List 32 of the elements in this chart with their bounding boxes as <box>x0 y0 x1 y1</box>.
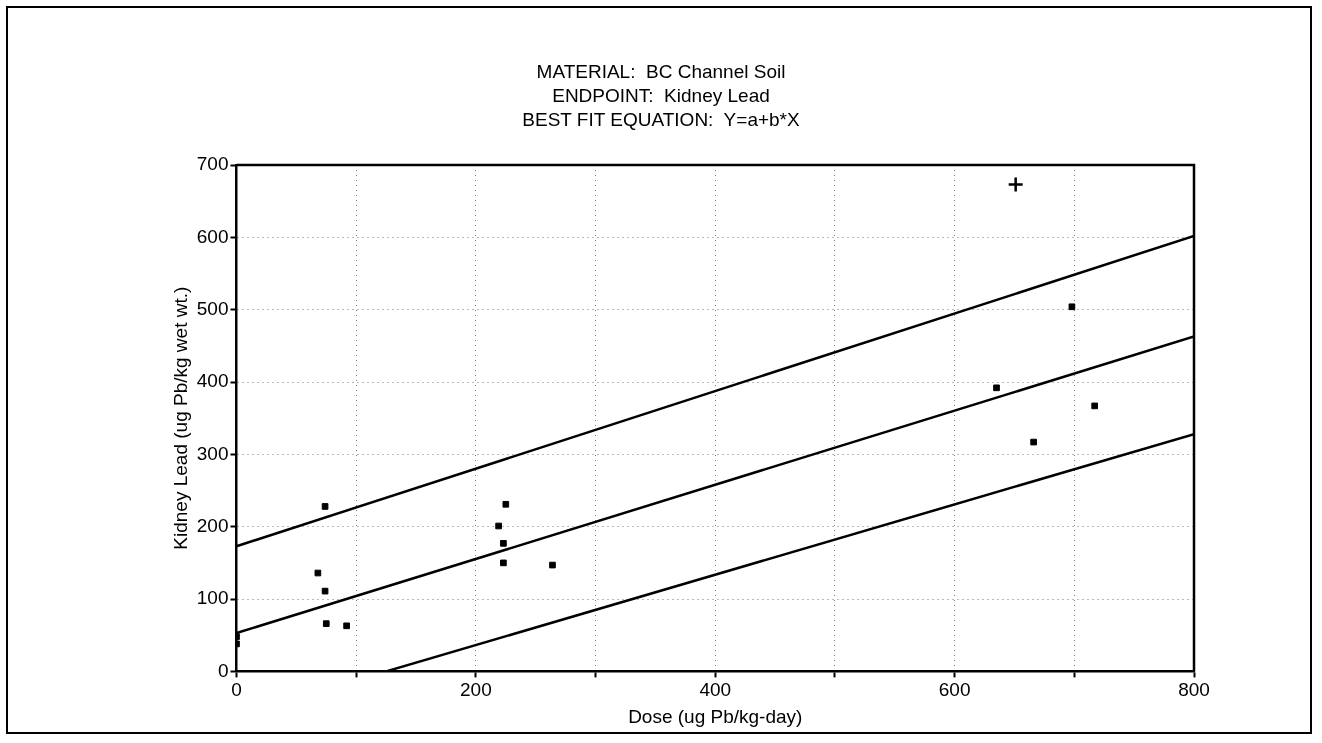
point <box>500 559 507 567</box>
point <box>500 540 507 547</box>
x-axis-title: Dose (ug Pb/kg-day) <box>628 705 803 727</box>
y-axis-title: Kidney Lead (ug Pb/kg wet wt.) <box>169 286 191 550</box>
y-tick-label: 500 <box>196 297 229 319</box>
y-tick-label: 600 <box>196 225 229 247</box>
y-tick-label: 300 <box>196 442 229 464</box>
point <box>321 503 329 510</box>
x-tick-label: 600 <box>938 679 971 701</box>
y-tick-label: 400 <box>196 370 229 392</box>
point <box>495 522 502 530</box>
point <box>1068 303 1076 311</box>
x-tick-label: 800 <box>1178 679 1210 701</box>
point <box>1030 438 1037 446</box>
chart-subtitle: ENDPOINT: Kidney Lead <box>551 84 771 108</box>
point <box>993 384 1000 392</box>
y-tick-label: 200 <box>196 514 229 536</box>
point <box>549 561 556 569</box>
y-tick-label: 100 <box>196 587 229 609</box>
point <box>343 622 350 630</box>
text: BEST FIT EQUATION: Y=a+b*X <box>521 108 801 132</box>
point <box>322 620 330 627</box>
point <box>1091 402 1098 410</box>
y-tick-label: 0 <box>217 659 229 681</box>
y-tick-label: 700 <box>196 153 229 175</box>
point <box>314 569 322 577</box>
point <box>321 587 329 595</box>
point <box>502 500 510 508</box>
x-tick-label: 400 <box>699 679 732 701</box>
chart-title: MATERIAL: BC Channel Soil <box>535 60 787 84</box>
x-tick-label: 200 <box>460 679 492 701</box>
point <box>1007 176 1024 193</box>
